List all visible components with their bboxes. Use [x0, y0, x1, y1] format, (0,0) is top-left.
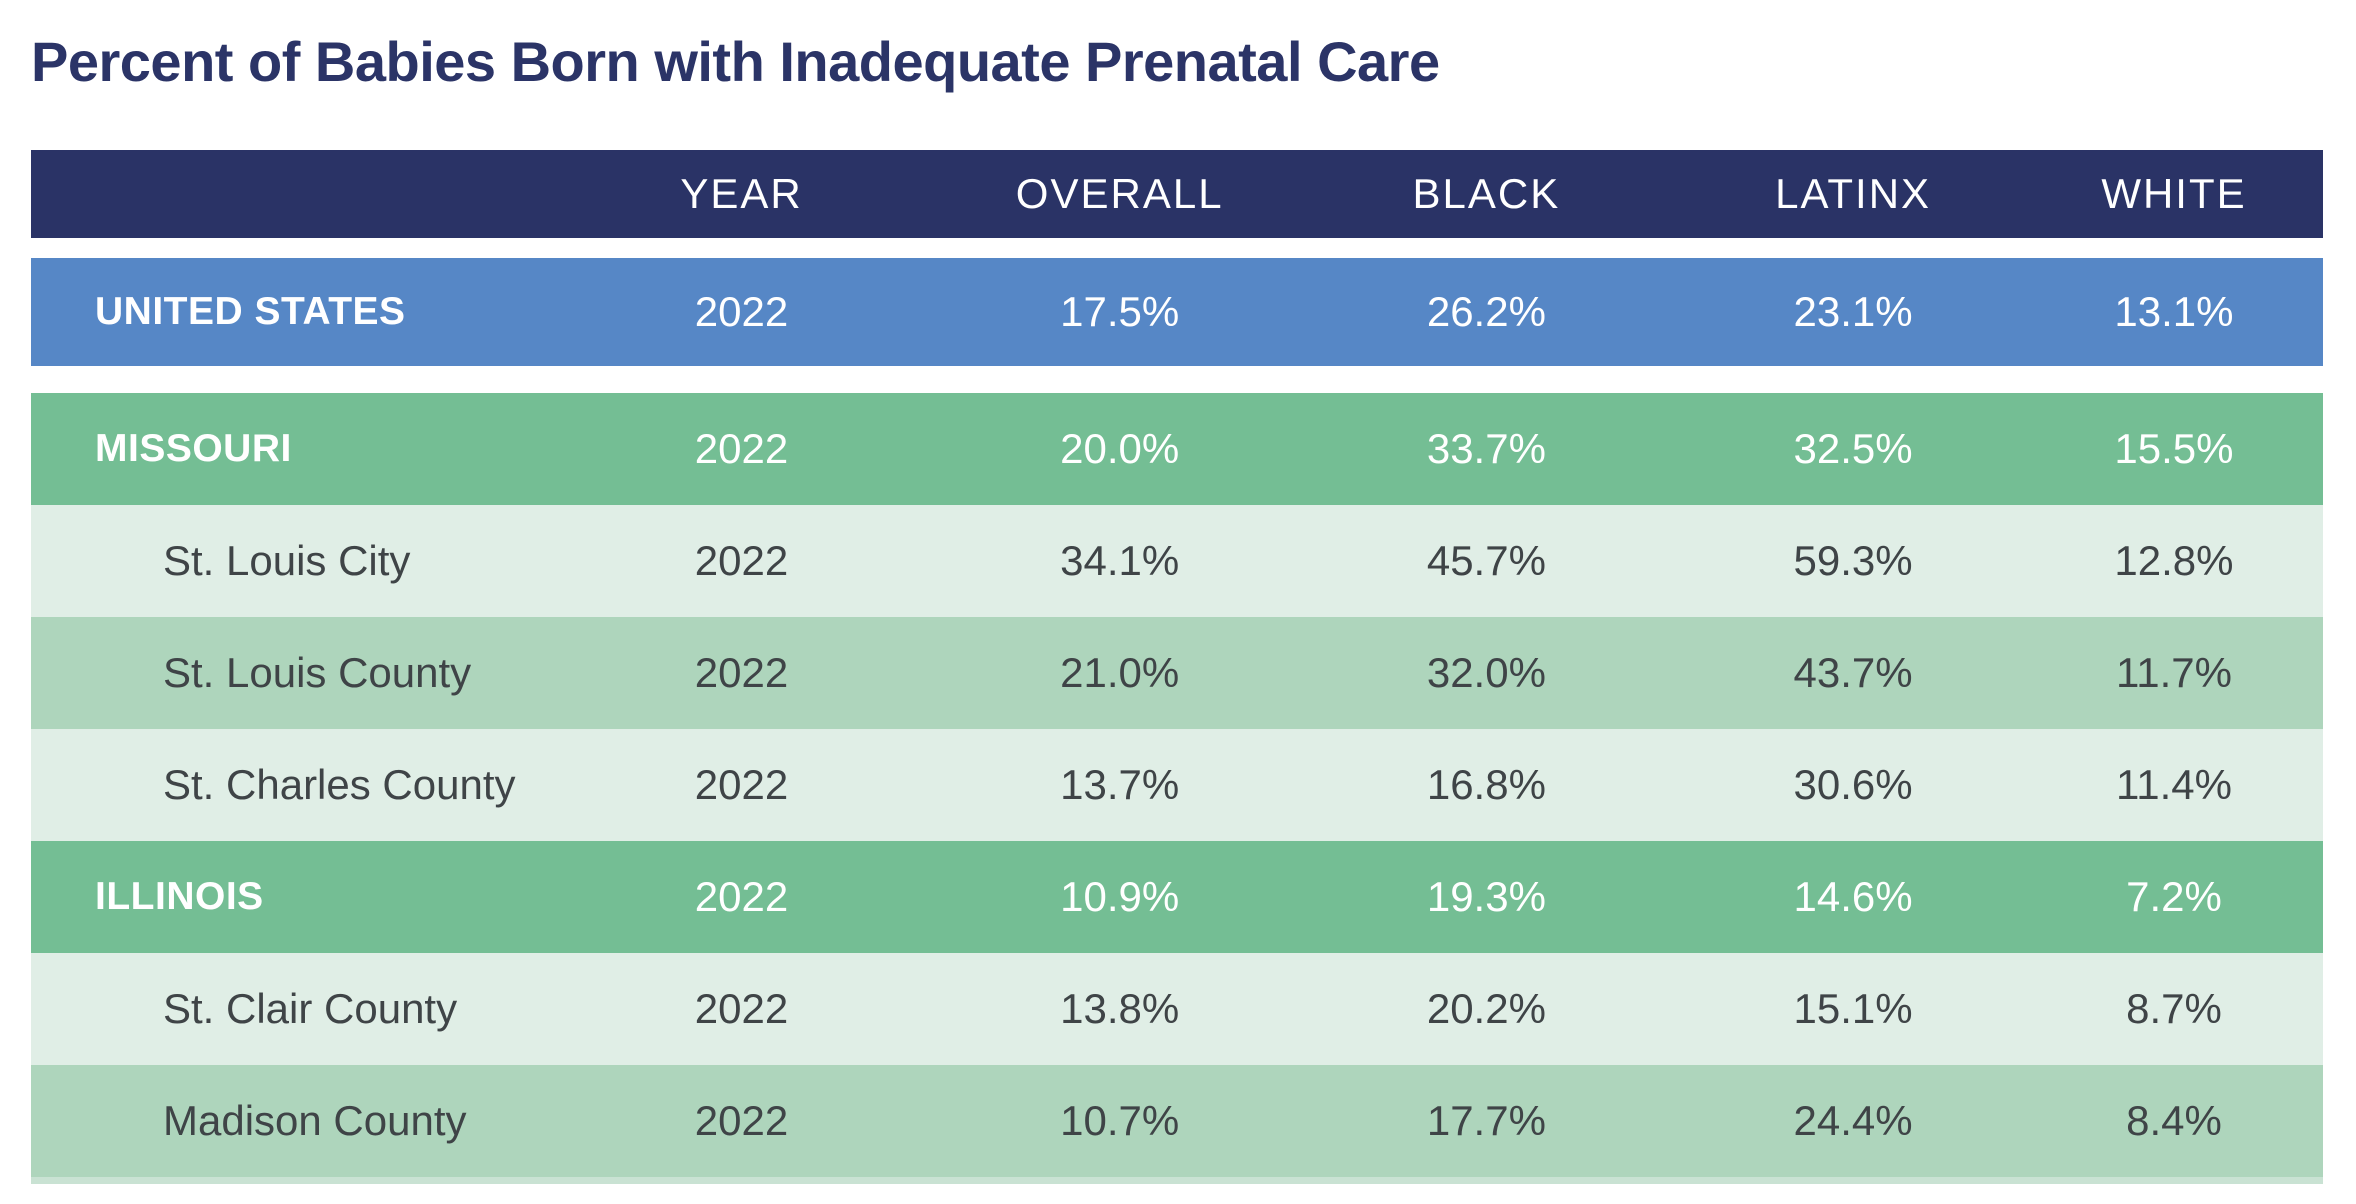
value-white: 13.1%: [2114, 288, 2234, 335]
value-overall: 21.0%: [1060, 649, 1180, 696]
value-year: 2022: [694, 649, 789, 696]
row-label: St. Louis City: [163, 537, 411, 584]
row-label: Madison County: [163, 1097, 467, 1144]
value-latinx: 30.6%: [1793, 761, 1913, 808]
value-white: 8.7%: [2126, 985, 2222, 1032]
column-header-year: YEAR: [680, 170, 803, 217]
value-white: 7.2%: [2126, 873, 2222, 920]
value-overall: 10.9%: [1060, 873, 1180, 920]
column-header-overall: OVERALL: [1015, 170, 1224, 217]
value-overall: 34.1%: [1060, 537, 1180, 584]
row-label: MISSOURI: [95, 427, 292, 470]
table-row-madison-county: Madison County 2022 10.7% 17.7% 24.4% 8.…: [31, 1065, 2323, 1184]
value-black: 33.7%: [1426, 425, 1546, 472]
table-row-united-states: UNITED STATES 2022 17.5% 26.2% 23.1% 13.…: [31, 258, 2323, 366]
table-row-illinois: ILLINOIS 2022 10.9% 19.3% 14.6% 7.2%: [31, 841, 2323, 953]
value-white: 11.7%: [2115, 649, 2232, 696]
value-black: 16.8%: [1426, 761, 1546, 808]
value-year: 2022: [694, 537, 789, 584]
table-header-row: YEAR OVERALL BLACK LATINX WHITE: [31, 150, 2323, 238]
value-black: 17.7%: [1426, 1097, 1546, 1144]
value-black: 45.7%: [1426, 537, 1546, 584]
value-latinx: 24.4%: [1793, 1097, 1913, 1144]
table-row-st-louis-city: St. Louis City 2022 34.1% 45.7% 59.3% 12…: [31, 505, 2323, 617]
value-year: 2022: [694, 761, 789, 808]
row-label: UNITED STATES: [95, 290, 406, 333]
row-label: St. Clair County: [163, 985, 458, 1032]
value-year: 2022: [694, 425, 789, 472]
value-latinx: 32.5%: [1793, 425, 1913, 472]
value-black: 19.3%: [1426, 873, 1546, 920]
column-header-white: WHITE: [2101, 170, 2247, 217]
value-white: 12.8%: [2114, 537, 2234, 584]
value-latinx: 14.6%: [1793, 873, 1913, 920]
value-overall: 13.7%: [1060, 761, 1180, 808]
value-overall: 17.5%: [1060, 288, 1180, 335]
table-row-st-louis-county: St. Louis County 2022 21.0% 32.0% 43.7% …: [31, 617, 2323, 729]
value-black: 20.2%: [1426, 985, 1546, 1032]
value-latinx: 15.1%: [1793, 985, 1913, 1032]
value-year: 2022: [694, 985, 789, 1032]
value-white: 11.4%: [2115, 761, 2232, 808]
row-label: St. Louis County: [163, 649, 472, 696]
row-label: ILLINOIS: [95, 875, 264, 918]
page-title: Percent of Babies Born with Inadequate P…: [31, 30, 1440, 93]
value-latinx: 59.3%: [1793, 537, 1913, 584]
value-black: 32.0%: [1426, 649, 1546, 696]
row-label: St. Charles County: [163, 761, 516, 808]
value-white: 8.4%: [2126, 1097, 2222, 1144]
value-latinx: 43.7%: [1793, 649, 1913, 696]
table-row-st-charles-county: St. Charles County 2022 13.7% 16.8% 30.6…: [31, 729, 2323, 841]
value-overall: 13.8%: [1060, 985, 1180, 1032]
value-year: 2022: [694, 288, 789, 335]
value-year: 2022: [694, 1097, 789, 1144]
column-header-latinx: LATINX: [1775, 170, 1932, 217]
value-overall: 20.0%: [1060, 425, 1180, 472]
value-latinx: 23.1%: [1793, 288, 1913, 335]
value-year: 2022: [694, 873, 789, 920]
value-white: 15.5%: [2114, 425, 2234, 472]
table-row-missouri: MISSOURI 2022 20.0% 33.7% 32.5% 15.5%: [31, 393, 2323, 505]
value-overall: 10.7%: [1060, 1097, 1180, 1144]
prenatal-care-table: YEAR OVERALL BLACK LATINX WHITE UNITED S…: [31, 150, 2323, 1184]
table-row-st-clair-county: St. Clair County 2022 13.8% 20.2% 15.1% …: [31, 953, 2323, 1065]
column-header-black: BLACK: [1412, 170, 1561, 217]
value-black: 26.2%: [1426, 288, 1546, 335]
